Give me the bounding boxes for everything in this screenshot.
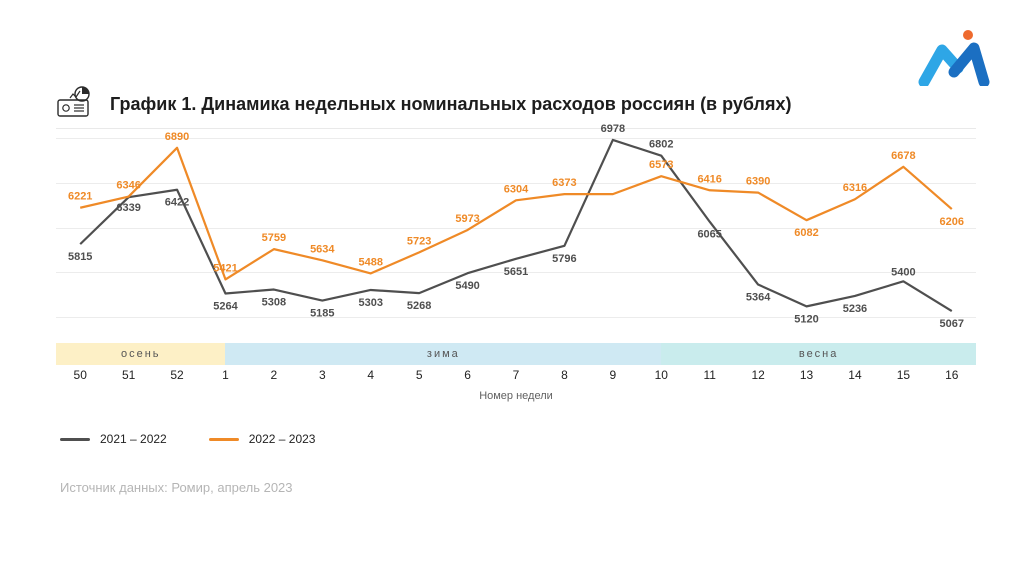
plot-area: 5815633964225264530851855303526854905651… <box>56 128 976 344</box>
chart-title: График 1. Динамика недельных номинальных… <box>110 94 792 115</box>
x-tick: 3 <box>298 368 346 386</box>
logo-svg <box>918 28 990 86</box>
title-block: График 1. Динамика недельных номинальных… <box>56 86 792 123</box>
season-segment: весна <box>661 343 976 365</box>
x-tick: 51 <box>104 368 152 386</box>
svg-text:5236: 5236 <box>843 303 867 315</box>
legend-item-series-b: 2022 ‒ 2023 <box>209 432 316 446</box>
legend: 2021 ‒ 2022 2022 ‒ 2023 <box>60 432 315 446</box>
svg-text:5651: 5651 <box>504 266 528 278</box>
season-segment: осень <box>56 343 225 365</box>
svg-text:5268: 5268 <box>407 300 431 312</box>
svg-text:5120: 5120 <box>794 313 818 325</box>
legend-label-a: 2021 ‒ 2022 <box>100 432 167 446</box>
x-tick: 11 <box>685 368 733 386</box>
x-tick: 9 <box>589 368 637 386</box>
svg-text:5634: 5634 <box>310 243 335 255</box>
svg-text:6573: 6573 <box>649 159 673 171</box>
x-tick: 14 <box>831 368 879 386</box>
svg-text:5364: 5364 <box>746 292 771 304</box>
svg-text:6304: 6304 <box>504 183 529 195</box>
svg-text:6373: 6373 <box>552 177 576 189</box>
x-tick: 6 <box>443 368 491 386</box>
svg-text:6390: 6390 <box>746 176 770 188</box>
svg-text:6678: 6678 <box>891 150 915 162</box>
x-tick: 1 <box>201 368 249 386</box>
svg-text:5400: 5400 <box>891 266 915 278</box>
svg-text:5185: 5185 <box>310 308 334 320</box>
x-tick: 10 <box>637 368 685 386</box>
x-tick: 16 <box>928 368 976 386</box>
data-source: Источник данных: Ромир, апрель 2023 <box>60 480 293 495</box>
logo-dot <box>963 30 973 40</box>
x-tick: 2 <box>250 368 298 386</box>
x-tick: 13 <box>782 368 830 386</box>
legend-swatch-a <box>60 438 90 441</box>
svg-text:5303: 5303 <box>358 297 382 309</box>
svg-text:5264: 5264 <box>213 300 238 312</box>
x-tick: 5 <box>395 368 443 386</box>
logo <box>918 28 990 91</box>
season-segment: зима <box>225 343 661 365</box>
x-axis-label: Номер недели <box>56 390 976 402</box>
x-tick: 7 <box>492 368 540 386</box>
svg-text:6221: 6221 <box>68 191 92 203</box>
chart-icon <box>56 86 96 123</box>
chart-svg: 5815633964225264530851855303526854905651… <box>56 129 976 344</box>
svg-text:6416: 6416 <box>697 173 721 185</box>
svg-text:6065: 6065 <box>697 229 721 241</box>
svg-text:6082: 6082 <box>794 227 818 239</box>
svg-text:6978: 6978 <box>601 123 625 135</box>
svg-text:5723: 5723 <box>407 235 431 247</box>
x-tick: 12 <box>734 368 782 386</box>
x-tick: 15 <box>879 368 927 386</box>
x-tick: 4 <box>347 368 395 386</box>
svg-text:6346: 6346 <box>116 180 140 192</box>
legend-swatch-b <box>209 438 239 441</box>
x-axis-ticks: 50515212345678910111213141516 <box>56 368 976 386</box>
legend-label-b: 2022 ‒ 2023 <box>249 432 316 446</box>
svg-text:5796: 5796 <box>552 253 576 265</box>
season-bar: осеньзимавесна <box>56 343 976 365</box>
svg-text:5067: 5067 <box>940 318 964 330</box>
svg-text:5973: 5973 <box>455 213 479 225</box>
legend-item-series-a: 2021 ‒ 2022 <box>60 432 167 446</box>
svg-text:6802: 6802 <box>649 139 673 151</box>
svg-text:6890: 6890 <box>165 131 189 143</box>
svg-text:5815: 5815 <box>68 251 92 263</box>
x-tick: 50 <box>56 368 104 386</box>
svg-text:5308: 5308 <box>262 297 286 309</box>
x-tick: 52 <box>153 368 201 386</box>
svg-text:5488: 5488 <box>358 256 382 268</box>
svg-text:6206: 6206 <box>940 216 964 228</box>
x-tick: 8 <box>540 368 588 386</box>
svg-text:5759: 5759 <box>262 232 286 244</box>
svg-text:5490: 5490 <box>455 280 479 292</box>
logo-right-stroke <box>954 48 984 82</box>
chart: 5815633964225264530851855303526854905651… <box>56 128 976 403</box>
